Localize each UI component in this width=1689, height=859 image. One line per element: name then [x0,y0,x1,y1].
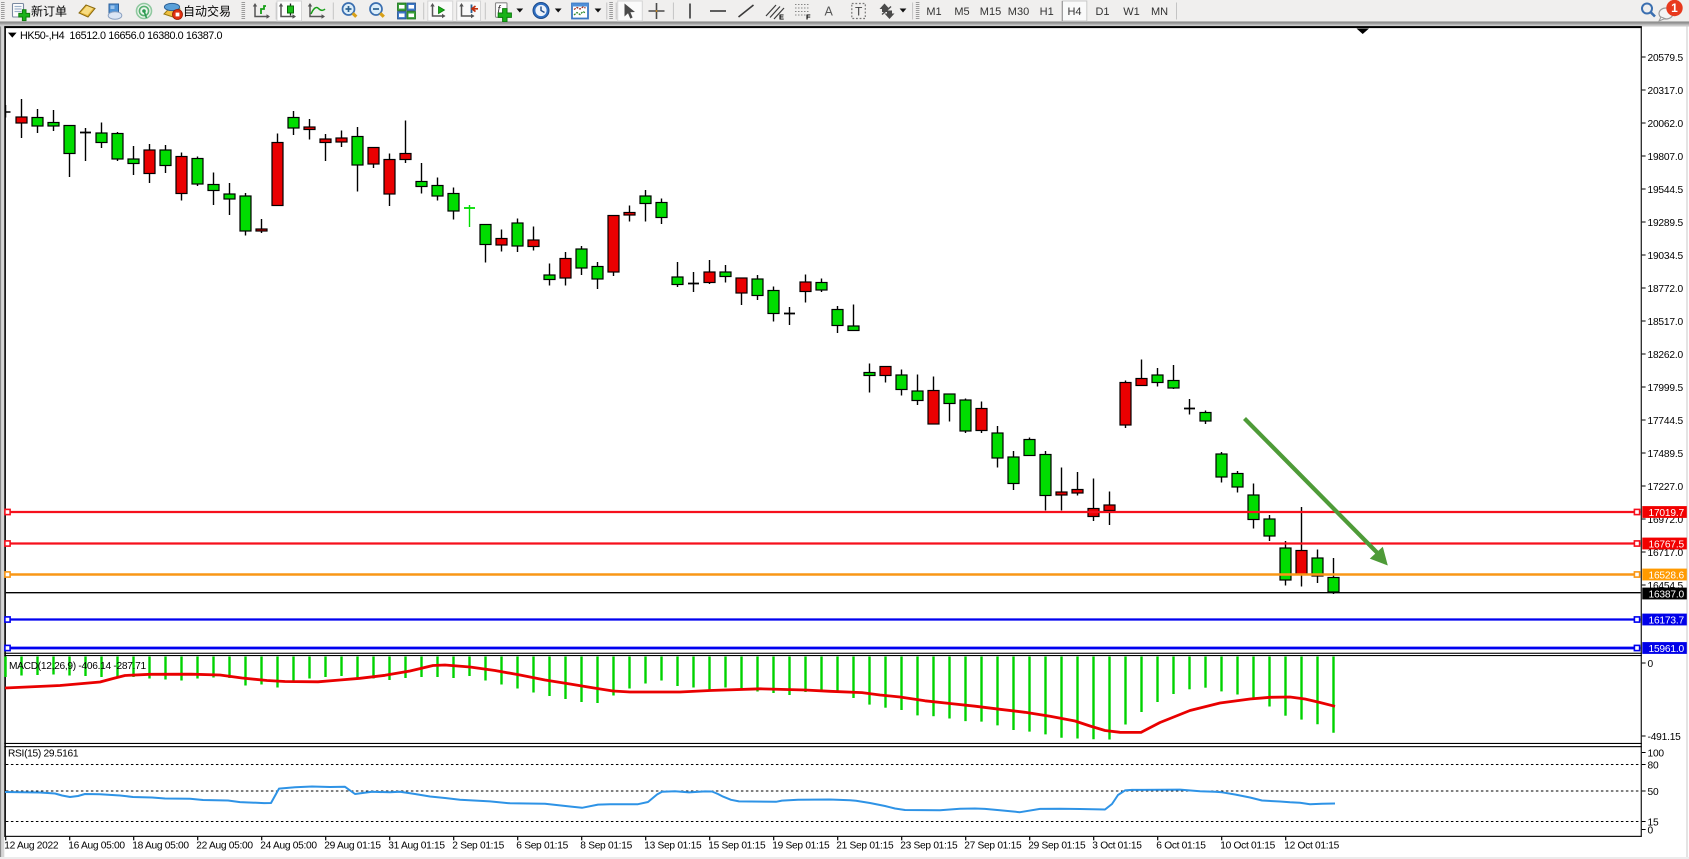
svg-text:17999.5: 17999.5 [1648,383,1684,394]
svg-text:M30: M30 [1008,6,1029,18]
svg-text:2 Sep 01:15: 2 Sep 01:15 [452,841,504,852]
svg-text:29 Sep 01:15: 29 Sep 01:15 [1028,841,1086,852]
svg-text:10 Oct 01:15: 10 Oct 01:15 [1220,841,1275,852]
svg-text:12 Aug 2022: 12 Aug 2022 [4,841,59,852]
svg-text:MACD(12,26,9) -406.14 -287.71: MACD(12,26,9) -406.14 -287.71 [9,661,146,672]
svg-text:E: E [779,13,784,22]
svg-text:16387.0: 16387.0 [1649,589,1685,600]
svg-text:T: T [855,5,863,19]
svg-text:16767.5: 16767.5 [1649,539,1685,550]
svg-text:F: F [806,13,811,22]
svg-text:100: 100 [1648,748,1665,759]
svg-text:16 Aug 05:00: 16 Aug 05:00 [68,841,125,852]
svg-text:MN: MN [1151,6,1168,18]
svg-text:80: 80 [1648,760,1659,771]
svg-text:15961.0: 15961.0 [1649,644,1685,655]
svg-text:f: f [498,5,502,16]
svg-text:17489.5: 17489.5 [1648,449,1684,460]
svg-text:18772.0: 18772.0 [1648,284,1684,295]
svg-text:17744.5: 17744.5 [1648,416,1684,427]
svg-text:18517.0: 18517.0 [1648,317,1684,328]
svg-text:新订单: 新订单 [31,3,67,18]
svg-text:19 Sep 01:15: 19 Sep 01:15 [772,841,830,852]
svg-text:29 Aug 01:15: 29 Aug 01:15 [324,841,381,852]
svg-text:17227.0: 17227.0 [1648,482,1684,493]
svg-text:RSI(15) 29.5161: RSI(15) 29.5161 [8,749,79,760]
svg-text:16972.0: 16972.0 [1648,515,1684,526]
svg-text:19544.5: 19544.5 [1648,185,1684,196]
svg-text:15: 15 [1648,817,1659,828]
svg-text:16454.5: 16454.5 [1648,581,1684,592]
svg-text:27 Sep 01:15: 27 Sep 01:15 [964,841,1022,852]
svg-text:22 Aug 05:00: 22 Aug 05:00 [196,841,253,852]
svg-text:19289.5: 19289.5 [1648,218,1684,229]
svg-text:H4: H4 [1067,6,1081,18]
svg-text:15 Sep 01:15: 15 Sep 01:15 [708,841,766,852]
svg-text:13 Sep 01:15: 13 Sep 01:15 [644,841,702,852]
svg-text:D1: D1 [1095,6,1109,18]
svg-text:W1: W1 [1123,6,1140,18]
svg-text:0: 0 [1648,825,1654,836]
svg-text:16717.0: 16717.0 [1648,548,1684,559]
svg-text:6 Oct 01:15: 6 Oct 01:15 [1156,841,1206,852]
svg-text:20317.0: 20317.0 [1648,86,1684,97]
svg-text:H1: H1 [1040,6,1054,18]
svg-text:19807.0: 19807.0 [1648,152,1684,163]
svg-text:HK50-,H4 16512.0 16656.0 1638: HK50-,H4 16512.0 16656.0 16380.0 16387.0 [20,30,223,42]
svg-text:-491.15: -491.15 [1648,732,1682,743]
svg-text:16528.6: 16528.6 [1649,570,1685,581]
svg-text:20579.5: 20579.5 [1648,53,1684,64]
svg-text:18 Aug 05:00: 18 Aug 05:00 [132,841,189,852]
svg-text:M1: M1 [926,6,941,18]
svg-text:8 Sep 01:15: 8 Sep 01:15 [580,841,632,852]
svg-text:19034.5: 19034.5 [1648,251,1684,262]
svg-text:50: 50 [1648,787,1659,798]
svg-text:A: A [825,5,834,19]
svg-text:24 Aug 05:00: 24 Aug 05:00 [260,841,317,852]
svg-text:31 Aug 01:15: 31 Aug 01:15 [388,841,445,852]
svg-text:23 Sep 01:15: 23 Sep 01:15 [900,841,958,852]
svg-text:0: 0 [1648,659,1654,670]
svg-text:1: 1 [1671,1,1678,15]
svg-text:17019.7: 17019.7 [1649,508,1685,519]
svg-text:6 Sep 01:15: 6 Sep 01:15 [516,841,568,852]
svg-text:16173.7: 16173.7 [1649,615,1685,626]
svg-text:3 Oct 01:15: 3 Oct 01:15 [1092,841,1142,852]
svg-text:20062.0: 20062.0 [1648,119,1684,130]
svg-text:21 Sep 01:15: 21 Sep 01:15 [836,841,894,852]
svg-text:18262.0: 18262.0 [1648,350,1684,361]
svg-text:自动交易: 自动交易 [183,3,231,18]
svg-text:M5: M5 [954,6,969,18]
svg-text:12 Oct 01:15: 12 Oct 01:15 [1284,841,1339,852]
svg-text:M15: M15 [980,6,1001,18]
